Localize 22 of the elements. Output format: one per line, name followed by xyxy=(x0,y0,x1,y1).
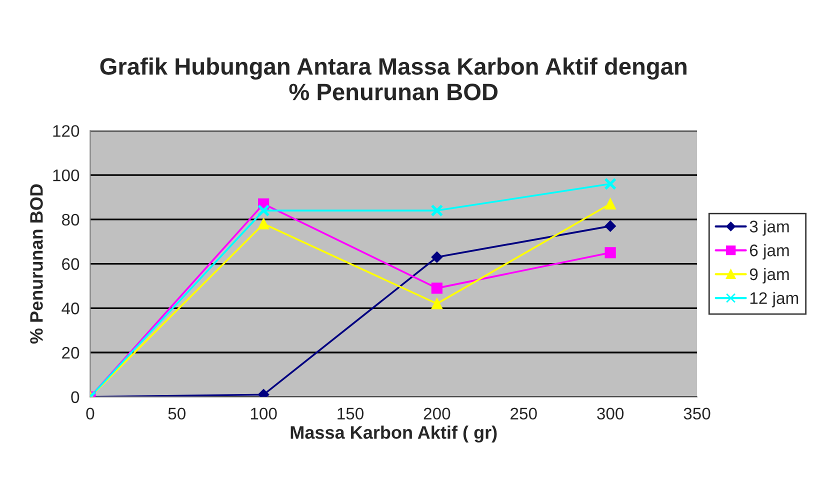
x-tick-label: 100 xyxy=(250,408,277,420)
x-tick-label: 300 xyxy=(597,408,624,420)
legend-label: 9 jam xyxy=(750,268,789,284)
x-tick-label: 50 xyxy=(168,408,186,420)
x-tick-label: 200 xyxy=(424,408,450,420)
y-tick-label: 120 xyxy=(53,125,80,137)
y-tick-label: 40 xyxy=(62,302,80,314)
x-tick-label: 350 xyxy=(684,408,710,420)
y-tick-label: 100 xyxy=(53,169,80,182)
y-tick-label: 80 xyxy=(62,214,80,226)
legend-label: 3 jam xyxy=(750,220,789,236)
y-axis-title: % Penurunan BOD xyxy=(30,184,43,344)
y-tick-label: 60 xyxy=(62,258,80,270)
legend-label: 12 jam xyxy=(750,292,798,308)
chart-title: Grafik Hubungan Antara Massa Karbon Aktif dengan % Penurunan BOD xyxy=(100,57,686,100)
x-tick-label: 150 xyxy=(338,408,364,420)
legend-label: 6 jam xyxy=(750,244,789,260)
x-tick-label: 250 xyxy=(510,408,537,420)
y-tick-label: 0 xyxy=(71,391,80,404)
x-tick-label: 0 xyxy=(86,408,94,420)
x-axis-title: Massa Karbon Aktif ( gr) xyxy=(290,426,497,443)
y-tick-label: 20 xyxy=(62,346,80,359)
